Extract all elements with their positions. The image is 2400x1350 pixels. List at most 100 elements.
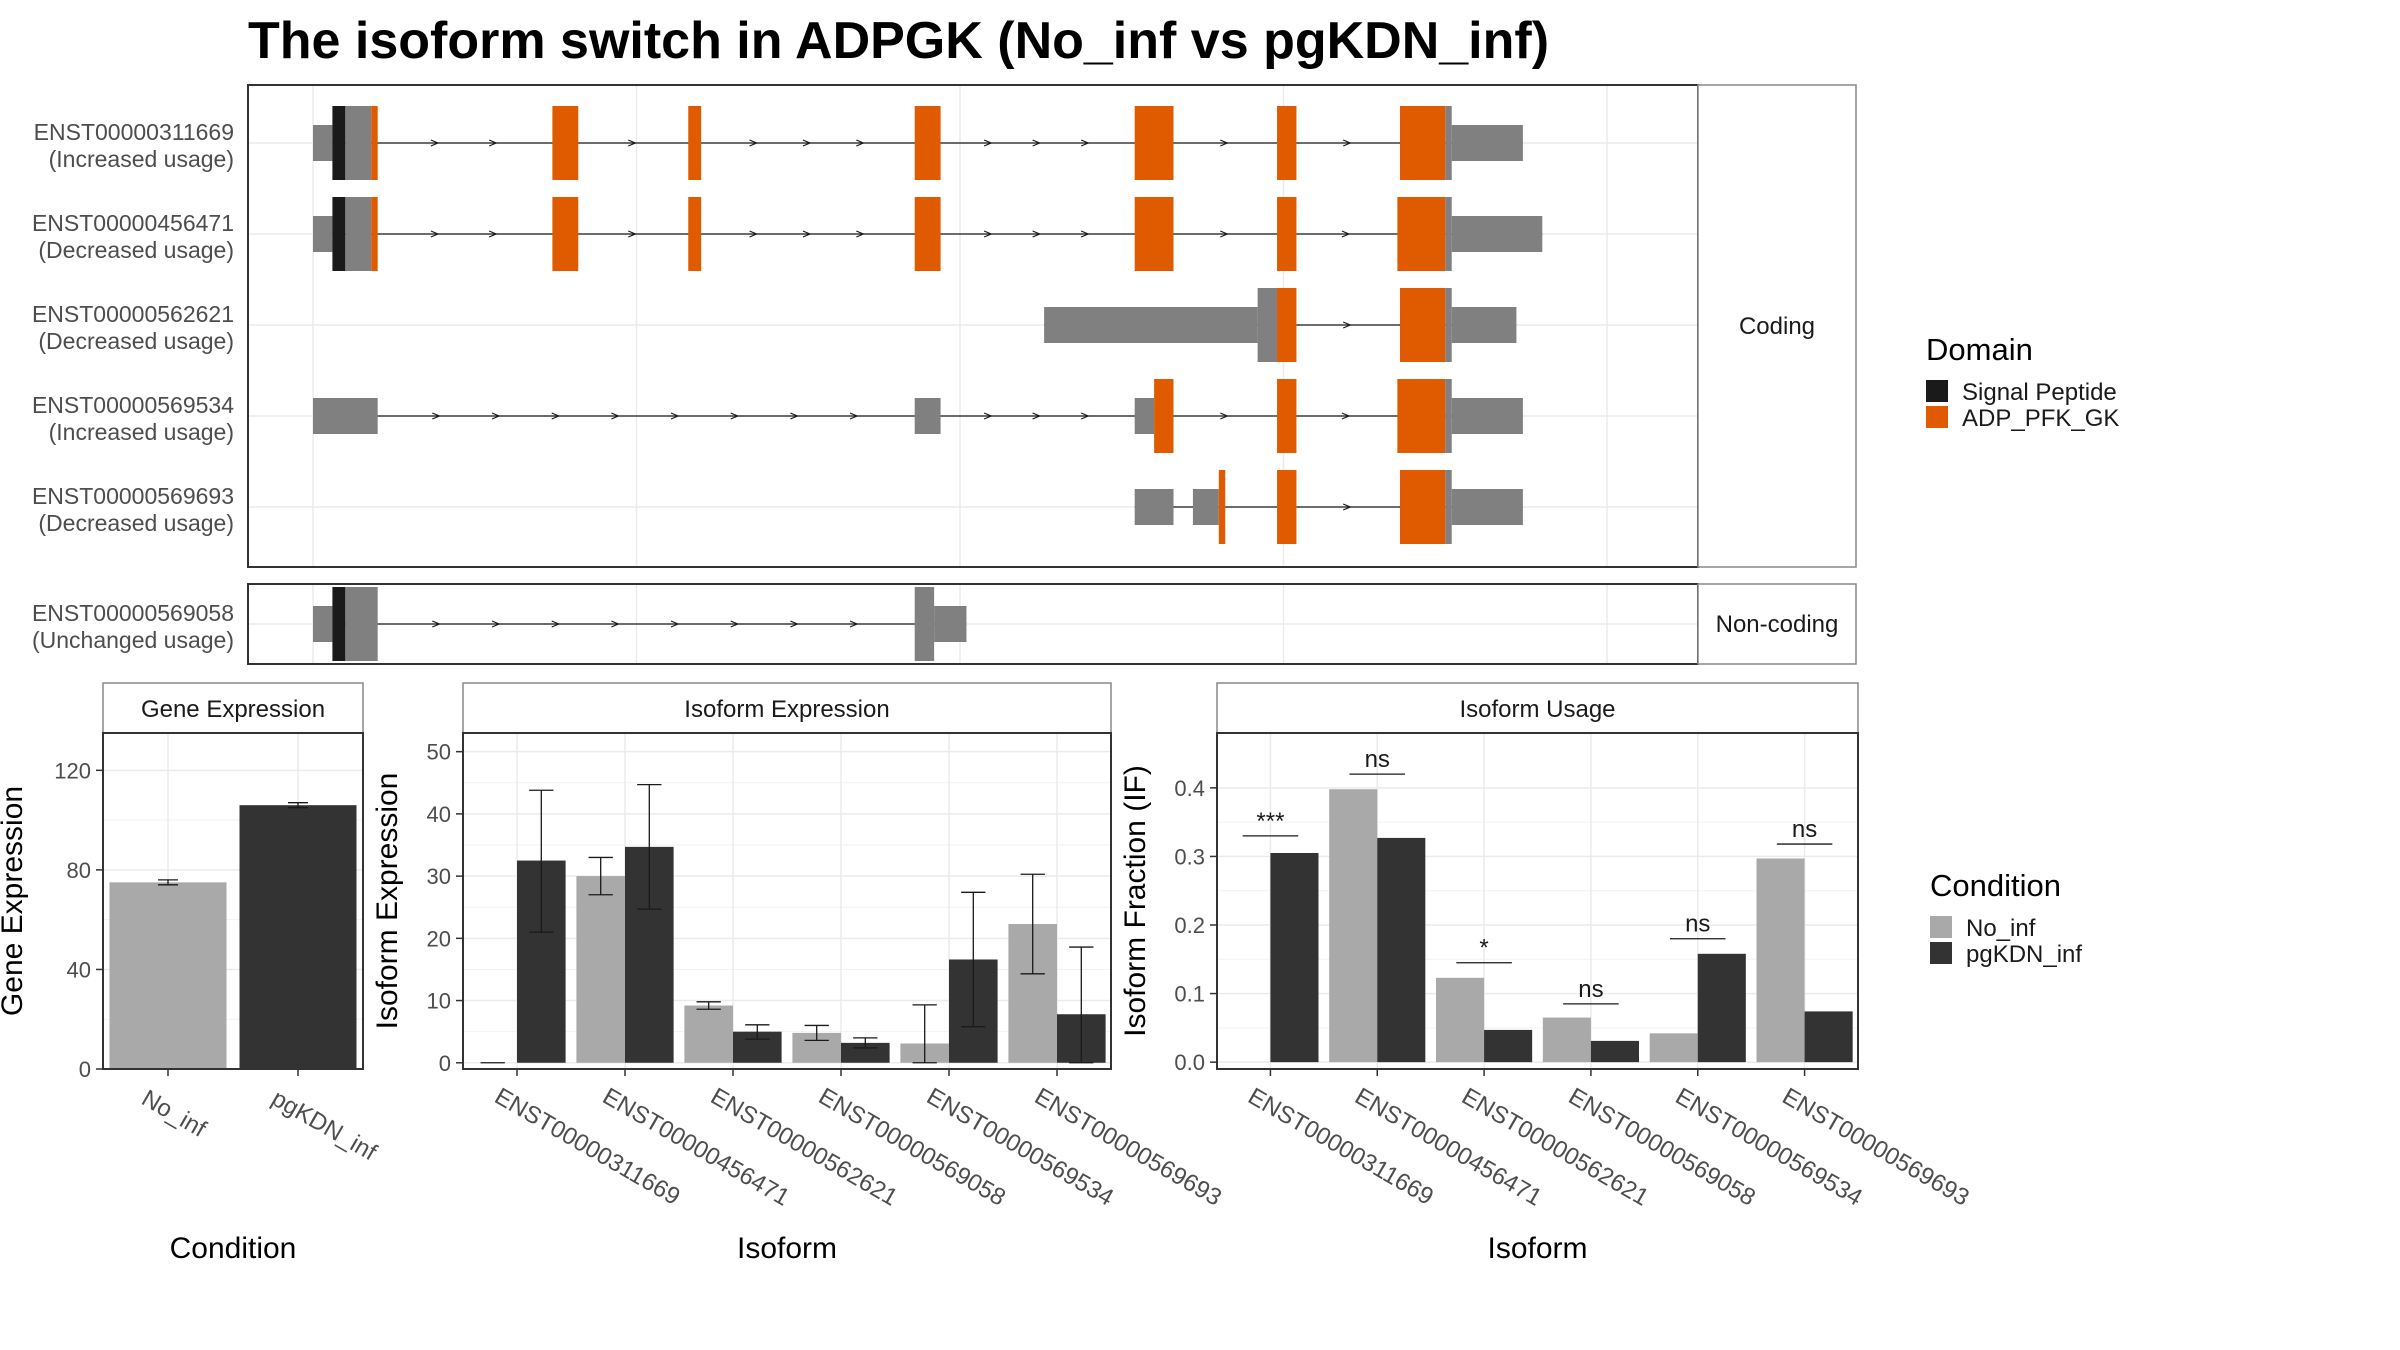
exon-utr — [1134, 489, 1174, 525]
transcript-id-label: ENST00000456471 — [32, 210, 234, 236]
bar-no-inf — [109, 882, 227, 1069]
exon-utr — [313, 216, 333, 252]
bar-pgkdn-inf — [1270, 853, 1319, 1063]
y-tick-label: 0.2 — [1174, 913, 1205, 938]
exon-adp-pfk-gk — [1397, 379, 1446, 453]
intron-arrow — [1342, 503, 1352, 511]
exon-utr — [1451, 489, 1523, 525]
exon-adp-pfk-gk — [1277, 379, 1297, 453]
y-tick-label: 40 — [67, 957, 91, 982]
bar-pgkdn-inf — [239, 805, 357, 1069]
facet-strip-label: Isoform Usage — [1459, 696, 1615, 723]
intron-arrow — [432, 620, 441, 628]
x-tick-label: ENST00000569693 — [1778, 1083, 1974, 1212]
exon-signal-peptide — [332, 106, 346, 180]
y-tick-label: 0.1 — [1174, 982, 1205, 1007]
exon-utr — [345, 197, 372, 271]
exon-adp-pfk-gk — [1277, 106, 1297, 180]
exon-utr — [1451, 216, 1543, 252]
intron-arrow — [1220, 230, 1229, 238]
isoform-usage-chart: Isoform Usage *** ns * ns ns ns 0.0 0.1 0.2 0.3 0.4… — [1119, 682, 1974, 1265]
transcript-id-label: ENST00000569058 — [32, 600, 234, 626]
intron-arrow — [730, 620, 740, 628]
intron-arrow — [856, 139, 865, 147]
y-axis-title: Gene Expression — [0, 786, 29, 1016]
y-axis-title: Isoform Expression — [371, 773, 404, 1030]
error-bar — [745, 1024, 770, 1040]
intron-arrow — [628, 230, 637, 238]
plot-border — [462, 732, 1112, 1070]
intron-arrow — [1220, 139, 1229, 147]
bar-pgkdn-inf — [1804, 1011, 1853, 1063]
bar-no-inf — [1329, 789, 1378, 1063]
x-tick-label: ENST00000569534 — [922, 1083, 1118, 1212]
legend-label-signal-peptide: Signal Peptide — [1962, 379, 2117, 406]
exon-adp-pfk-gk — [1277, 197, 1297, 271]
plot-border — [1216, 732, 1859, 1070]
exon-utr — [1445, 470, 1452, 544]
exon-adp-pfk-gk — [371, 106, 378, 180]
structure-noncoding-panel: ENST00000569058(Unchanged usage) — [32, 583, 1699, 665]
intron-arrow — [790, 412, 799, 420]
bar-no-inf — [1542, 1017, 1591, 1063]
y-tick-label: 20 — [427, 926, 451, 951]
transcript-id-label: ENST00000311669 — [34, 119, 234, 145]
isoform-expression-chart: Isoform Expression 0 10 20 30 40 50 ENST0000031… — [371, 682, 1226, 1265]
y-tick-label: 30 — [427, 864, 451, 889]
intron-arrow — [802, 230, 812, 238]
legend-key-adp-pfk-gk — [1926, 406, 1948, 428]
exon-utr — [1445, 106, 1452, 180]
exon-adp-pfk-gk — [1218, 470, 1226, 544]
intron-arrow — [611, 412, 620, 420]
intron-arrow — [749, 139, 759, 147]
plot-border — [102, 732, 364, 1070]
error-bar — [853, 1037, 878, 1049]
intron-arrow — [611, 620, 620, 628]
bar-no-inf — [684, 1005, 733, 1063]
exon-adp-pfk-gk — [1154, 379, 1174, 453]
intron-arrow — [1032, 139, 1042, 147]
exon-utr — [313, 125, 333, 161]
x-tick-label: pgKDN_inf — [267, 1085, 381, 1167]
intron-arrow — [730, 412, 740, 420]
exon-signal-peptide — [332, 197, 346, 271]
exon-adp-pfk-gk — [552, 106, 579, 180]
transcript-usage-label: (Decreased usage) — [38, 237, 234, 263]
noncoding-strip — [1697, 583, 1857, 665]
legend-key-no-inf — [1930, 916, 1952, 938]
exon-adp-pfk-gk — [1399, 106, 1446, 180]
y-tick-label: 120 — [54, 758, 91, 783]
intron-arrow — [551, 620, 561, 628]
y-tick-label: 0 — [79, 1057, 91, 1082]
intron-arrow — [802, 139, 812, 147]
noncoding-strip-label: Non-coding — [1716, 611, 1839, 638]
significance-label: *** — [1256, 808, 1284, 835]
exon-utr — [1445, 197, 1452, 271]
significance-label: * — [1479, 935, 1488, 962]
intron-arrow — [1080, 412, 1090, 420]
exon-adp-pfk-gk — [1399, 288, 1446, 362]
x-axis-title: Isoform — [1487, 1232, 1587, 1265]
y-tick-label: 0.0 — [1174, 1050, 1205, 1075]
intron-arrow — [491, 620, 501, 628]
exon-utr — [345, 587, 378, 661]
exon-adp-pfk-gk — [1134, 106, 1174, 180]
x-tick-label: ENST00000562621 — [706, 1083, 902, 1212]
bar-pgkdn-inf — [1377, 837, 1426, 1063]
x-tick-label: ENST00000569693 — [1030, 1083, 1226, 1212]
intron-arrow — [1080, 139, 1090, 147]
transcript-usage-label: (Increased usage) — [49, 419, 234, 445]
exon-utr — [914, 398, 941, 434]
intron-arrow — [670, 412, 680, 420]
intron-arrow — [491, 412, 501, 420]
x-axis-title: Condition — [170, 1232, 297, 1265]
exon-adp-pfk-gk — [1397, 197, 1446, 271]
significance-label: ns — [1578, 976, 1603, 1003]
legend-label-adp-pfk-gk: ADP_PFK_GK — [1962, 405, 2119, 432]
intron-arrow — [1080, 230, 1090, 238]
exon-utr — [1451, 307, 1517, 343]
bar-pgkdn-inf — [1484, 1029, 1533, 1063]
bar-no-inf — [1649, 1033, 1698, 1063]
gene-expression-chart: Gene Expression 0 40 80 120 No_inf pgKDN_inf Co… — [0, 682, 381, 1265]
